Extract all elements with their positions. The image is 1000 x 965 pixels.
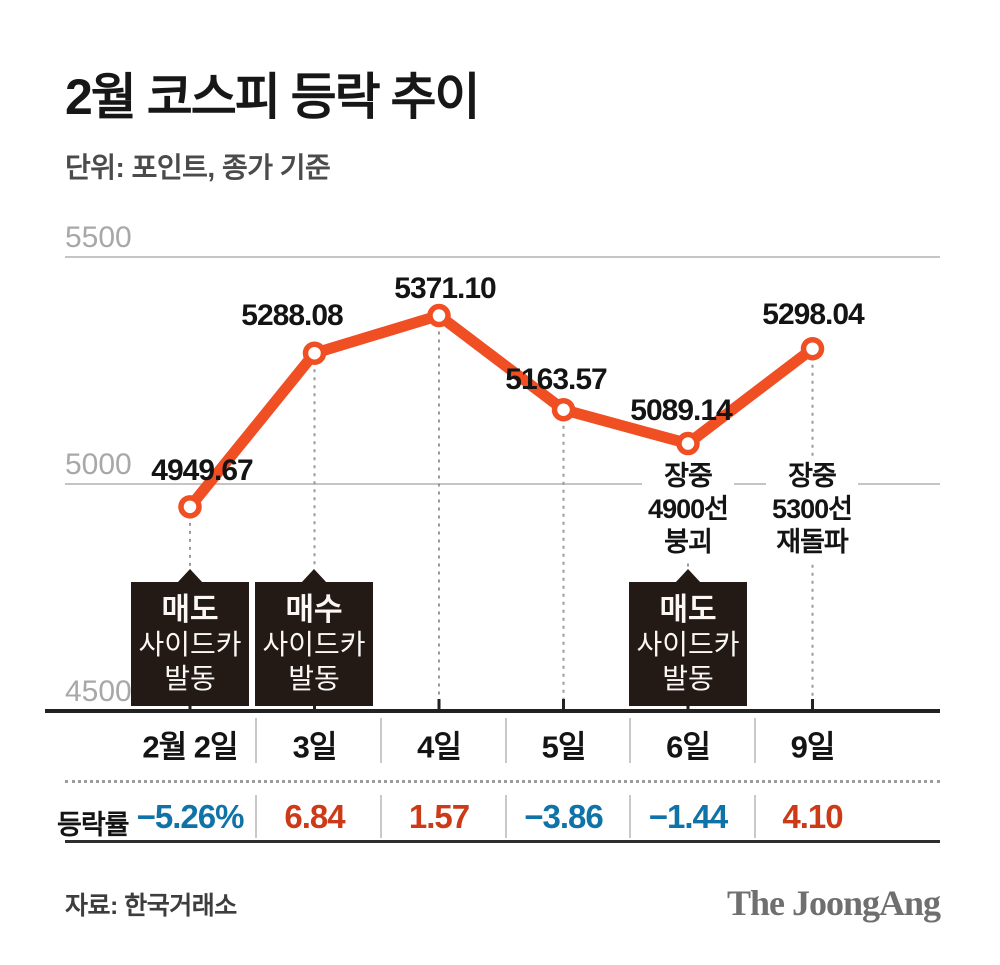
- callout-line: 사이드카: [138, 629, 242, 660]
- callout-box-buy: 매수 사이드카 발동: [255, 582, 373, 706]
- source-label: 자료: 한국거래소: [65, 892, 237, 920]
- point-value-label: 5089.14: [630, 394, 732, 427]
- column-divider: [629, 795, 631, 838]
- column-divider: [255, 795, 257, 838]
- note-line: 4900선: [648, 494, 729, 524]
- data-point-marker: [676, 431, 700, 456]
- note-line: 장중: [788, 461, 837, 491]
- callout-line: 매도: [659, 592, 717, 627]
- callout-line: 발동: [662, 663, 714, 694]
- callout-box-sell-2: 매도 사이드카 발동: [629, 582, 747, 706]
- footer-rule: [65, 840, 940, 843]
- column-divider: [504, 718, 507, 763]
- callout-pointer: [177, 569, 203, 583]
- column-divider: [255, 718, 257, 763]
- rate-value: −3.86: [524, 798, 603, 835]
- column-divider: [629, 718, 631, 763]
- point-note: 장중 4900선 붕괴: [642, 458, 734, 561]
- callout-line: 매수: [285, 592, 343, 627]
- dotted-separator: [65, 780, 940, 783]
- callout-line: 사이드카: [636, 629, 740, 660]
- callout-line: 발동: [164, 663, 216, 694]
- note-line: 5300선: [772, 494, 853, 524]
- rate-value: −1.44: [648, 798, 728, 835]
- point-value-label: 4949.67: [151, 454, 253, 487]
- x-axis-label: 5일: [541, 729, 587, 765]
- column-divider: [380, 795, 382, 838]
- y-tick-5500: 5500: [65, 221, 132, 254]
- data-point-marker: [551, 397, 576, 422]
- rate-row-label: 등락률: [57, 810, 130, 840]
- column-divider: [504, 795, 507, 838]
- column-divider: [754, 718, 756, 763]
- unit-note: 단위: 포인트, 종가 기준: [65, 152, 331, 183]
- data-point-marker: [427, 303, 451, 328]
- data-point-marker: [302, 341, 327, 365]
- page-title: 2월 코스피 등락 추이: [65, 69, 480, 125]
- note-line: 장중: [664, 461, 713, 491]
- column-divider: [380, 718, 382, 763]
- column-divider: [754, 795, 756, 838]
- y-tick-5000: 5000: [65, 448, 132, 481]
- rate-value: 6.84: [284, 798, 345, 835]
- rate-value: 1.57: [408, 798, 470, 835]
- rate-value: 4.10: [782, 798, 843, 835]
- y-tick-4500: 4500: [65, 675, 132, 708]
- point-value-label: 5288.08: [241, 299, 343, 332]
- callout-line: 매도: [161, 592, 219, 627]
- brand-logo: The JoongAng: [726, 883, 941, 923]
- callout-line: 사이드카: [262, 629, 366, 660]
- point-value-label: 5163.57: [505, 363, 607, 396]
- x-axis-label: 9일: [790, 729, 836, 765]
- callout-line: 발동: [288, 663, 340, 694]
- x-axis-label: 4일: [417, 729, 462, 765]
- point-note: 장중 5300선 재돌파: [766, 458, 858, 561]
- note-line: 붕괴: [664, 527, 713, 557]
- callout-box-sell-1: 매도 사이드카 발동: [131, 582, 249, 706]
- x-axis-label: 2월 2일: [142, 729, 238, 765]
- data-point-marker: [800, 336, 825, 361]
- callout-pointer: [675, 569, 701, 583]
- data-point-marker: [178, 495, 202, 519]
- rate-value: −5.26%: [136, 798, 245, 835]
- note-line: 재돌파: [776, 527, 849, 557]
- point-value-label: 5298.04: [762, 298, 864, 331]
- callout-pointer: [301, 569, 327, 583]
- x-axis-label: 3일: [292, 729, 338, 765]
- x-axis-label: 6일: [666, 729, 711, 765]
- point-value-label: 5371.10: [394, 272, 496, 305]
